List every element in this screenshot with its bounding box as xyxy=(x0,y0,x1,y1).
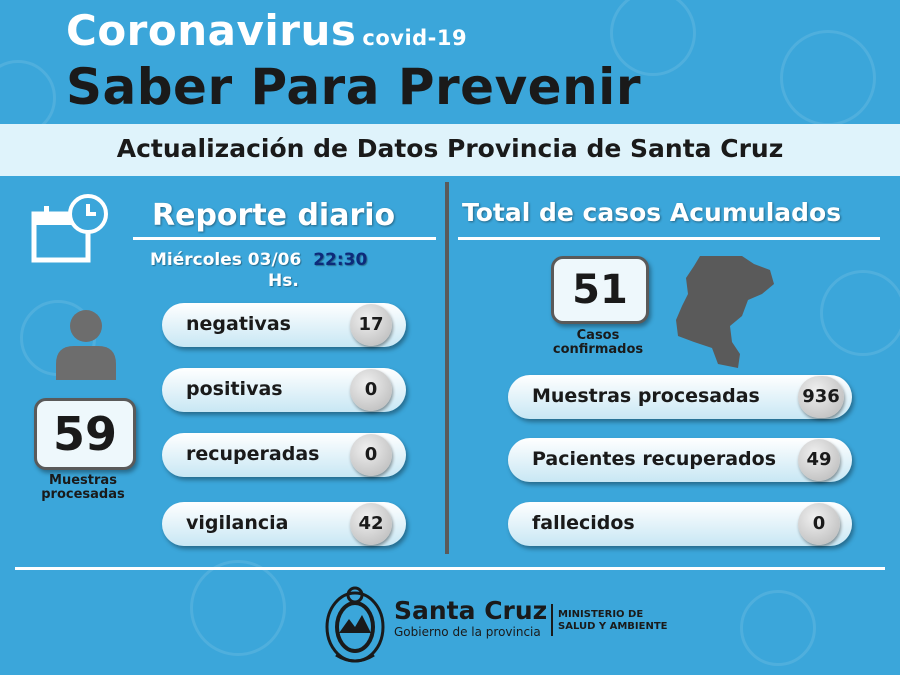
column-divider xyxy=(445,182,449,554)
item-label: Pacientes recuperados xyxy=(532,448,777,470)
item-value: 49 xyxy=(798,439,840,481)
daily-samples-caption: Muestras procesadas xyxy=(41,473,125,502)
item-label: recuperadas xyxy=(186,443,320,465)
item-value: 936 xyxy=(798,376,844,418)
item-label: fallecidos xyxy=(532,512,635,534)
total-item-fallecidos: fallecidos 0 xyxy=(508,502,852,546)
title-suffix: covid-19 xyxy=(362,26,468,50)
total-item-muestras: Muestras procesadas 936 xyxy=(508,375,852,419)
item-label: vigilancia xyxy=(186,512,289,534)
total-underline xyxy=(458,237,880,240)
virus-icon xyxy=(780,30,876,126)
daily-underline xyxy=(133,237,436,240)
virus-icon xyxy=(190,560,286,656)
item-value: 17 xyxy=(350,304,392,346)
daily-samples-value: 59 xyxy=(34,398,136,470)
footer-separator xyxy=(551,604,553,636)
virus-icon xyxy=(740,590,816,666)
total-heading: Total de casos Acumulados xyxy=(462,198,842,227)
virus-icon xyxy=(820,270,900,356)
item-value: 0 xyxy=(350,434,392,476)
update-band: Actualización de Datos Provincia de Sant… xyxy=(0,124,900,176)
ministry-label: MINISTERIO DE SALUD Y AMBIENTE xyxy=(558,609,668,632)
page-subtitle: Saber Para Prevenir xyxy=(66,58,641,116)
report-time: 22:30 xyxy=(313,250,368,270)
calendar-clock-icon xyxy=(31,194,108,263)
item-label: Muestras procesadas xyxy=(532,385,760,407)
total-item-recuperados: Pacientes recuperados 49 xyxy=(508,438,852,482)
coat-of-arms-icon xyxy=(325,586,385,663)
item-value: 42 xyxy=(350,503,392,545)
footer-divider xyxy=(15,567,885,570)
brand-subtitle: Gobierno de la provincia xyxy=(394,625,541,639)
footer-brand: Santa Cruz Gobierno de la provincia xyxy=(394,596,548,640)
daily-item-vigilancia: vigilancia 42 xyxy=(162,502,406,546)
page-title: Coronavirus covid-19 xyxy=(66,6,468,55)
daily-item-negativas: negativas 17 xyxy=(162,303,406,347)
daily-heading: Reporte diario xyxy=(152,198,396,233)
confirmed-value: 51 xyxy=(551,256,649,324)
province-map-icon xyxy=(676,256,774,368)
item-value: 0 xyxy=(798,503,840,545)
confirmed-caption: Casos confirmados xyxy=(552,328,644,357)
report-date: Miércoles 03/06 22:30 xyxy=(150,250,368,270)
daily-item-positivas: positivas 0 xyxy=(162,368,406,412)
item-label: negativas xyxy=(186,313,291,335)
item-value: 0 xyxy=(350,369,392,411)
daily-item-recuperadas: recuperadas 0 xyxy=(162,433,406,477)
virus-icon xyxy=(610,0,696,76)
person-icon xyxy=(56,310,116,380)
report-time-unit: Hs. xyxy=(268,271,299,291)
item-label: positivas xyxy=(186,378,283,400)
brand-name: Santa Cruz xyxy=(394,596,548,625)
